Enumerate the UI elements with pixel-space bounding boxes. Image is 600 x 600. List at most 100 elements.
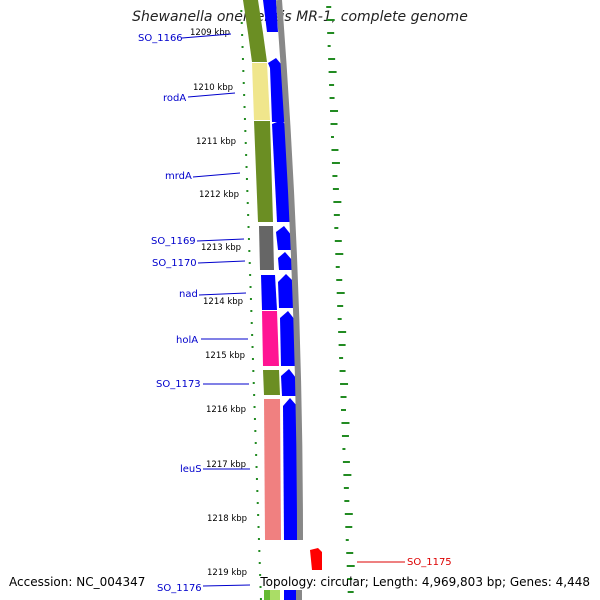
label-leader	[198, 292, 247, 296]
gc-mark	[245, 154, 248, 156]
gene-arrow	[278, 274, 294, 308]
gc-mark	[253, 394, 256, 396]
gc-mark	[250, 310, 253, 312]
gc-mark	[332, 188, 339, 190]
gc-mark	[330, 136, 334, 138]
cog-segment	[262, 311, 279, 366]
gc-mark	[339, 370, 346, 372]
gc-mark	[342, 448, 346, 450]
gc-mark	[328, 71, 337, 73]
gc-mark	[347, 578, 353, 580]
gc-mark	[244, 130, 247, 132]
gc-mark	[341, 435, 349, 437]
gc-mark	[249, 286, 252, 288]
gc-mark	[258, 550, 261, 552]
gc-mark	[241, 58, 244, 60]
gc-mark	[247, 214, 250, 216]
gc-mark	[240, 22, 243, 24]
gc-mark	[340, 409, 346, 411]
gc-mark	[332, 175, 338, 177]
gc-mark	[341, 422, 350, 424]
gc-mark	[257, 538, 260, 540]
reverse-gene-arrow	[310, 548, 322, 570]
gc-mark	[338, 344, 346, 346]
label-leader	[197, 260, 246, 264]
gc-mark	[249, 274, 252, 276]
label-leader	[187, 92, 236, 98]
gc-mark	[253, 418, 256, 420]
gc-mark	[343, 474, 352, 476]
map-title: Shewanella oneidensis MR-1, complete gen…	[132, 9, 468, 25]
gc-mark	[251, 334, 254, 336]
gc-mark	[331, 162, 340, 164]
cog-segment	[243, 0, 263, 33]
gc-mark	[242, 82, 245, 84]
gc-mark	[340, 396, 347, 398]
cog-segment	[261, 275, 277, 310]
gene-label: rodA	[163, 93, 186, 104]
gc-mark	[334, 240, 342, 242]
gene-label: leuS	[180, 464, 202, 475]
tick-label: 1217 kbp	[206, 460, 246, 470]
gc-mark	[333, 214, 340, 216]
gc-mark	[246, 190, 249, 192]
gc-mark	[330, 110, 339, 112]
cog-segment	[259, 226, 274, 270]
gc-mark	[340, 383, 349, 385]
gc-mark	[326, 19, 335, 21]
gc-mark	[259, 586, 262, 588]
gc-mark	[338, 331, 347, 333]
cog-segment	[252, 63, 270, 120]
scale-ticks: 1209 kbp 1210 kbp 1211 kbp 1212 kbp 1213…	[190, 28, 247, 578]
gc-mark	[241, 46, 244, 48]
gc-mark	[344, 500, 350, 502]
gc-mark	[246, 202, 249, 204]
tick-label: 1218 kbp	[207, 514, 247, 524]
backbone	[276, 0, 303, 541]
tick-label: 1215 kbp	[205, 351, 245, 361]
gc-mark	[327, 45, 331, 47]
gene-arrow	[284, 590, 296, 600]
gc-mark	[337, 305, 344, 307]
gc-mark	[251, 358, 254, 360]
gc-mark	[249, 298, 252, 300]
gc-mark	[345, 526, 353, 528]
gc-plot-outer	[326, 6, 355, 593]
gc-mark	[242, 70, 245, 72]
label-leader	[202, 584, 251, 587]
cog-segment	[264, 590, 270, 600]
gene-labels: SO_1166 rodA mrdA SO_1169 SO_1170 nad ho…	[138, 33, 452, 594]
gc-mark	[258, 562, 261, 564]
gene-arrow	[280, 311, 296, 366]
gc-mark	[240, 10, 243, 12]
gene-arrow	[278, 252, 293, 270]
gc-mark	[252, 382, 255, 384]
gc-mark	[337, 318, 342, 320]
gc-mark	[335, 266, 340, 268]
gc-mark	[247, 226, 250, 228]
gc-mark	[255, 466, 258, 468]
tick-label: 1211 kbp	[196, 137, 236, 147]
gc-mark	[335, 253, 344, 255]
gc-mark	[248, 262, 251, 264]
gc-mark	[243, 118, 246, 120]
gene-arrow	[276, 226, 293, 250]
gene-label: holA	[176, 335, 198, 346]
accession-label: Accession: NC_004347	[9, 575, 146, 589]
gc-mark	[259, 574, 262, 576]
gene-arrow	[263, 0, 278, 32]
gc-mark	[342, 461, 350, 463]
cog-band	[243, 0, 281, 600]
gc-mark	[245, 166, 248, 168]
cog-segment	[263, 370, 280, 395]
gc-mark	[259, 598, 262, 600]
gene-label: mrdA	[165, 171, 192, 182]
gc-mark	[347, 591, 354, 593]
gc-mark	[254, 430, 257, 432]
gc-mark	[247, 238, 250, 240]
gc-plot-inner	[240, 10, 262, 600]
gc-mark	[333, 201, 342, 203]
gc-mark	[256, 490, 259, 492]
tick-label: 1219 kbp	[207, 568, 247, 578]
